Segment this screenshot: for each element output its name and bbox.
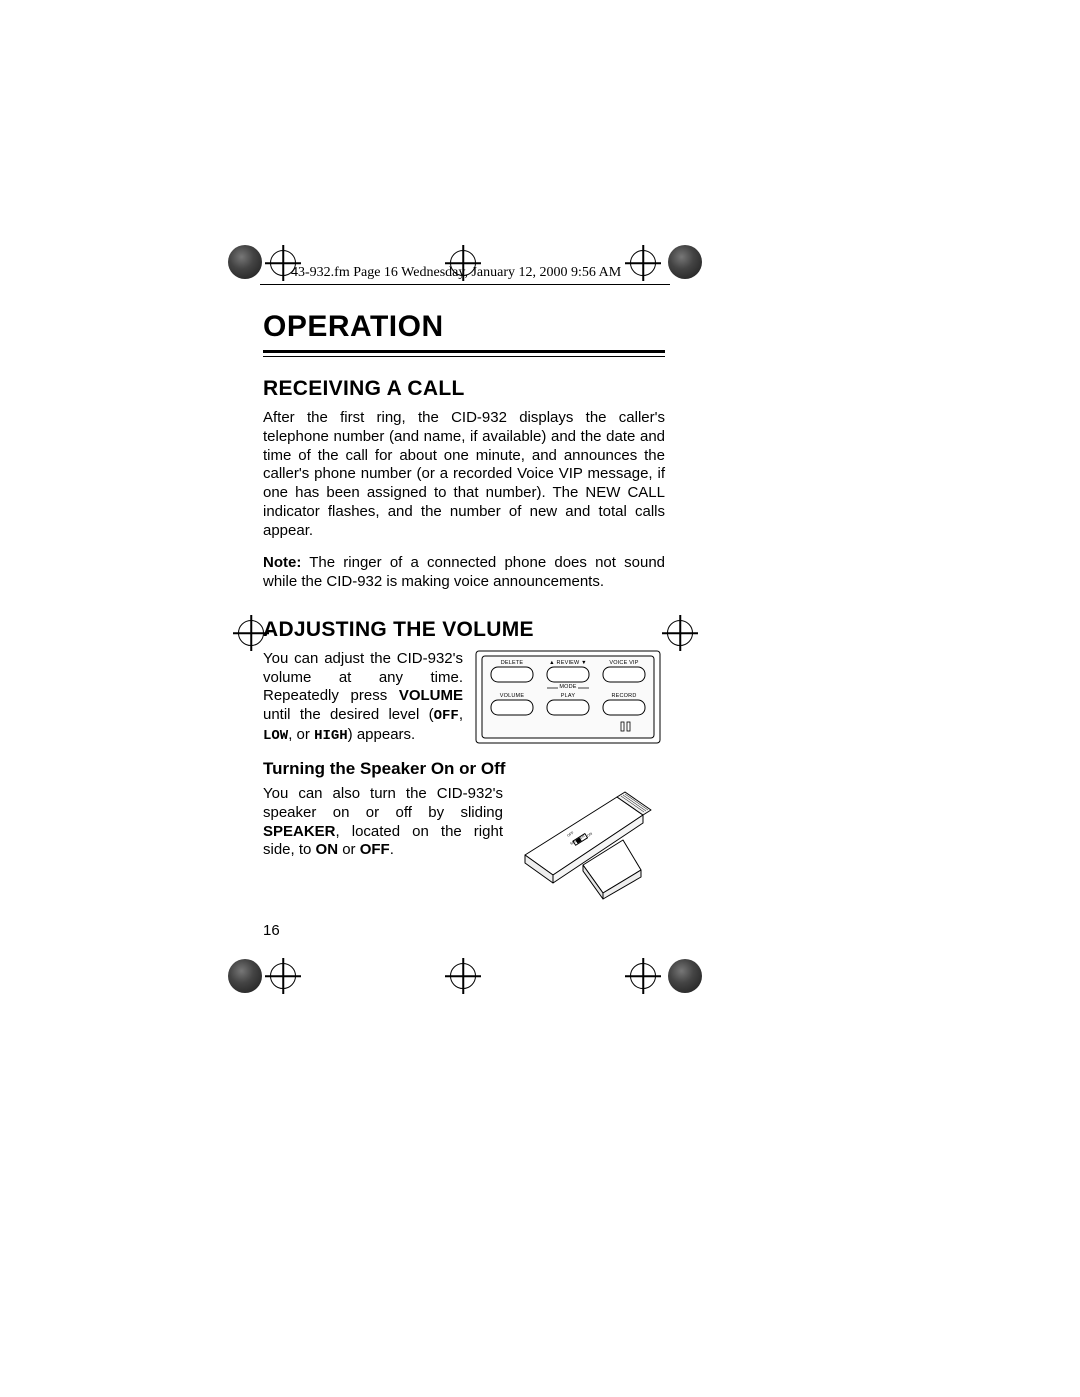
receiving-para1-text: After the first ring, the CID-932 displa… bbox=[263, 409, 665, 539]
vol-high: HIGH bbox=[314, 728, 348, 744]
vol-low: LOW bbox=[263, 728, 288, 744]
crop-dot-tl bbox=[228, 245, 262, 279]
receiving-para1: After the first ring, the CID-932 displa… bbox=[263, 409, 665, 540]
vol-b: until the desired level ( bbox=[263, 706, 434, 723]
label-mode: MODE bbox=[543, 684, 593, 690]
note-label: Note: bbox=[263, 554, 301, 571]
label-voicevip: VOICE VIP bbox=[599, 660, 649, 666]
subsection-speaker-heading: Turning the Speaker On or Off bbox=[263, 759, 665, 779]
title-rule bbox=[263, 350, 665, 357]
crop-dot-br bbox=[668, 959, 702, 993]
receiving-note: Note: The ringer of a connected phone do… bbox=[263, 554, 665, 592]
page-title: OPERATION bbox=[263, 310, 665, 344]
vol-off: OFF bbox=[434, 708, 459, 724]
spk-b3: OFF bbox=[360, 841, 390, 858]
label-delete: DELETE bbox=[487, 660, 537, 666]
section-volume-heading: ADJUSTING THE VOLUME bbox=[263, 618, 665, 642]
spk-c: or bbox=[338, 841, 360, 858]
crop-target-tr bbox=[630, 250, 656, 276]
vol-e: ) appears. bbox=[348, 726, 416, 743]
label-volume: VOLUME bbox=[487, 693, 537, 699]
spk-b1: SPEAKER bbox=[263, 823, 336, 840]
speaker-device-figure: OFF ON SPEAKER bbox=[513, 785, 665, 900]
vol-bold: VOLUME bbox=[399, 687, 463, 704]
page-header-rule bbox=[260, 284, 670, 285]
spk-b2: ON bbox=[316, 841, 339, 858]
section-receiving-heading: RECEIVING A CALL bbox=[263, 377, 665, 401]
note-text: The ringer of a connected phone does not… bbox=[263, 554, 665, 590]
spk-a: You can also turn the CID-932's speaker … bbox=[263, 785, 503, 821]
label-review: ▲ REVIEW ▼ bbox=[543, 660, 593, 666]
speaker-device-svg: OFF ON SPEAKER bbox=[513, 785, 665, 900]
label-record: RECORD bbox=[599, 693, 649, 699]
crop-target-ml bbox=[238, 620, 264, 646]
crop-target-bc bbox=[450, 963, 476, 989]
page-header-text: 43-932.fm Page 16 Wednesday, January 12,… bbox=[291, 265, 621, 281]
crop-target-br bbox=[630, 963, 656, 989]
volume-panel-figure: DELETE ▲ REVIEW ▼ VOICE VIP MODE VOLUME … bbox=[475, 650, 661, 744]
spk-d: . bbox=[390, 841, 394, 858]
volume-row: You can adjust the CID-932's volume at a… bbox=[263, 650, 665, 745]
crop-dot-bl bbox=[228, 959, 262, 993]
vol-c: , bbox=[459, 706, 463, 723]
crop-target-mr bbox=[667, 620, 693, 646]
vol-d: , or bbox=[288, 726, 314, 743]
page-number: 16 bbox=[263, 922, 665, 939]
speaker-row: You can also turn the CID-932's speaker … bbox=[263, 785, 665, 900]
crop-target-bl bbox=[270, 963, 296, 989]
crop-dot-tr bbox=[668, 245, 702, 279]
speaker-para: You can also turn the CID-932's speaker … bbox=[263, 785, 503, 900]
content-column: OPERATION RECEIVING A CALL After the fir… bbox=[263, 310, 665, 939]
volume-para: You can adjust the CID-932's volume at a… bbox=[263, 650, 463, 745]
label-play: PLAY bbox=[543, 693, 593, 699]
